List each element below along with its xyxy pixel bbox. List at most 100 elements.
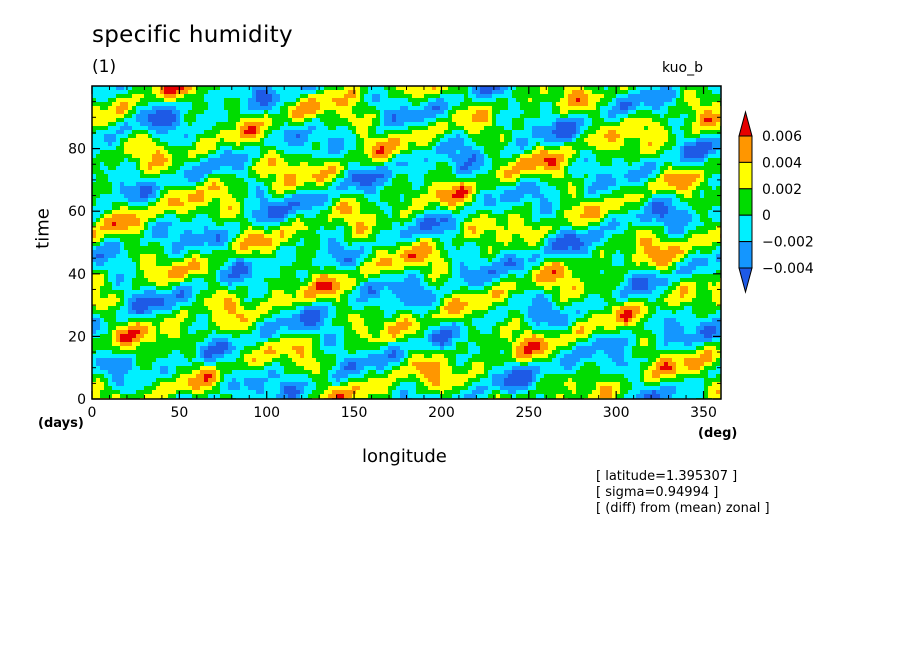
heatmap-cell [620,166,625,171]
heatmap-cell [704,162,709,167]
heatmap-cell [652,150,657,155]
heatmap-cell [128,106,133,111]
heatmap-cell [208,118,213,123]
heatmap-cell [332,162,337,167]
heatmap-cell [680,182,685,187]
heatmap-cell [580,86,585,91]
heatmap-cell [240,126,245,131]
heatmap-cell [496,154,501,159]
heatmap-cell [440,190,445,195]
heatmap-cell [460,106,465,111]
heatmap-cell [256,198,261,203]
heatmap-cell [380,94,385,99]
heatmap-cell [200,86,205,91]
heatmap-cell [584,158,589,163]
heatmap-cell [404,174,409,179]
heatmap-cell [236,118,241,123]
heatmap-cell [496,138,501,143]
heatmap-cell [128,170,133,175]
heatmap-cell [260,206,265,211]
heatmap-cell [412,174,417,179]
heatmap-cell [572,134,577,139]
heatmap-cell [552,190,557,195]
heatmap-cell [688,98,693,103]
heatmap-cell [548,126,553,131]
heatmap-cell [680,146,685,151]
heatmap-cell [472,166,477,171]
heatmap-cell [496,170,501,175]
heatmap-cell [220,210,225,215]
heatmap-cell [576,206,581,211]
heatmap-cell [648,106,653,111]
heatmap-cell [172,134,177,139]
heatmap-cell [164,102,169,107]
heatmap-cell [192,110,197,115]
heatmap-cell [284,174,289,179]
heatmap-cell [120,150,125,155]
heatmap-cell [192,142,197,147]
heatmap-cell [660,186,665,191]
heatmap-cell [692,186,697,191]
heatmap-cell [592,102,597,107]
heatmap-cell [320,94,325,99]
heatmap-cell [452,206,457,211]
heatmap-cell [408,158,413,163]
heatmap-cell [684,146,689,151]
heatmap-cell [476,130,481,135]
heatmap-cell [344,98,349,103]
heatmap-cell [412,198,417,203]
heatmap-cell [504,114,509,119]
heatmap-cell [628,114,633,119]
heatmap-cell [656,146,661,151]
heatmap-cell [596,202,601,207]
heatmap-cell [624,158,629,163]
heatmap-cell [452,154,457,159]
heatmap-cell [296,190,301,195]
heatmap-cell [688,134,693,139]
heatmap-cell [400,174,405,179]
heatmap-cell [508,146,513,151]
heatmap-cell [340,146,345,151]
heatmap-cell [664,178,669,183]
heatmap-cell [280,114,285,119]
heatmap-cell [124,190,129,195]
heatmap-cell [288,198,293,203]
heatmap-cell [604,146,609,151]
heatmap-cell [528,154,533,159]
heatmap-cell [224,90,229,95]
heatmap-cell [512,114,517,119]
heatmap-cell [192,186,197,191]
heatmap-cell [328,186,333,191]
heatmap-cell [356,198,361,203]
heatmap-cell [468,126,473,131]
heatmap-cell [712,110,717,115]
heatmap-cell [184,198,189,203]
heatmap-cell [268,186,273,191]
heatmap-cell [580,154,585,159]
heatmap-cell [256,202,261,207]
heatmap-cell [632,94,637,99]
heatmap-cell [568,162,573,167]
heatmap-cell [180,198,185,203]
run-label: kuo_b [662,60,704,76]
heatmap-cell [612,154,617,159]
heatmap-cell [512,198,517,203]
heatmap-cell [676,122,681,127]
heatmap-cell [288,122,293,127]
heatmap-cell [548,190,553,195]
heatmap-cell [376,194,381,199]
heatmap-cell [716,106,721,111]
heatmap-cell [456,94,461,99]
heatmap-cell [656,154,661,159]
heatmap-cell [568,130,573,135]
heatmap-cell [528,86,533,91]
heatmap-cell [628,118,633,123]
heatmap-cell [572,150,577,155]
heatmap-cell [200,122,205,127]
heatmap-cell [140,126,145,131]
heatmap-cell [460,182,465,187]
heatmap-cell [148,150,153,155]
heatmap-cell [624,150,629,155]
heatmap-cell [212,150,217,155]
heatmap-cell [356,166,361,171]
